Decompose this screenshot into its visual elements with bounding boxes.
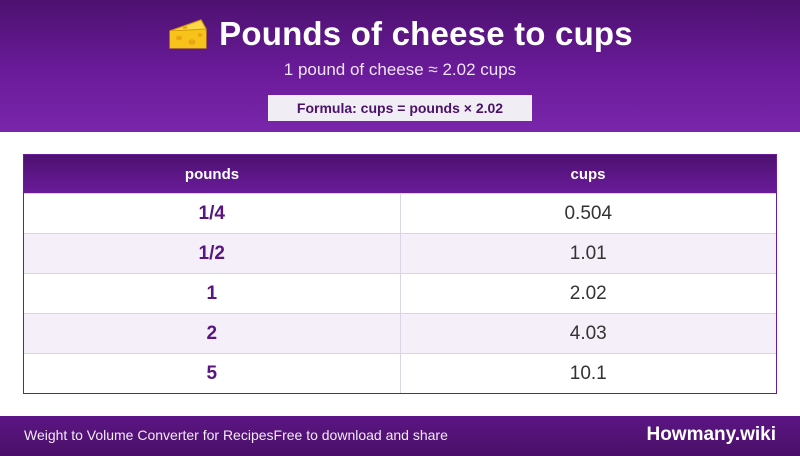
cups-cell: 0.504 <box>400 193 776 234</box>
title-row: Pounds of cheese to cups <box>0 12 800 56</box>
page-subtitle: 1 pound of cheese ≈ 2.02 cups <box>283 60 517 79</box>
column-header-pounds: pounds <box>24 155 400 194</box>
cheese-icon <box>167 17 209 51</box>
footer-bar: Weight to Volume Converter for RecipesFr… <box>0 416 800 456</box>
table-row: 1/4 0.504 <box>24 193 776 234</box>
pounds-cell: 1/4 <box>24 193 401 234</box>
page-title: Pounds of cheese to cups <box>219 15 633 52</box>
pounds-cell: 2 <box>24 313 401 354</box>
pounds-cell: 5 <box>24 353 401 393</box>
brand-logo-text[interactable]: Howmany.wiki <box>646 424 776 445</box>
table-row: 1 2.02 <box>24 273 776 314</box>
header-banner: Pounds of cheese to cups 1 pound of chee… <box>0 0 800 132</box>
formula-box: Formula: cups = pounds × 2.02 <box>268 95 532 121</box>
pounds-cell: 1 <box>24 273 401 314</box>
conversion-table: pounds cups 1/4 0.504 1/2 1.01 1 2.02 2 … <box>23 154 777 394</box>
cups-cell: 10.1 <box>400 353 776 393</box>
table-row: 2 4.03 <box>24 313 776 354</box>
cups-cell: 1.01 <box>400 233 776 274</box>
pounds-cell: 1/2 <box>24 233 401 274</box>
table-row: 1/2 1.01 <box>24 233 776 274</box>
column-header-cups: cups <box>400 155 776 194</box>
footer-description: Weight to Volume Converter for RecipesFr… <box>24 427 448 443</box>
cups-cell: 2.02 <box>400 273 776 314</box>
table-header-row: pounds cups <box>24 155 776 194</box>
table-row: 5 10.1 <box>24 353 776 393</box>
cups-cell: 4.03 <box>400 313 776 354</box>
